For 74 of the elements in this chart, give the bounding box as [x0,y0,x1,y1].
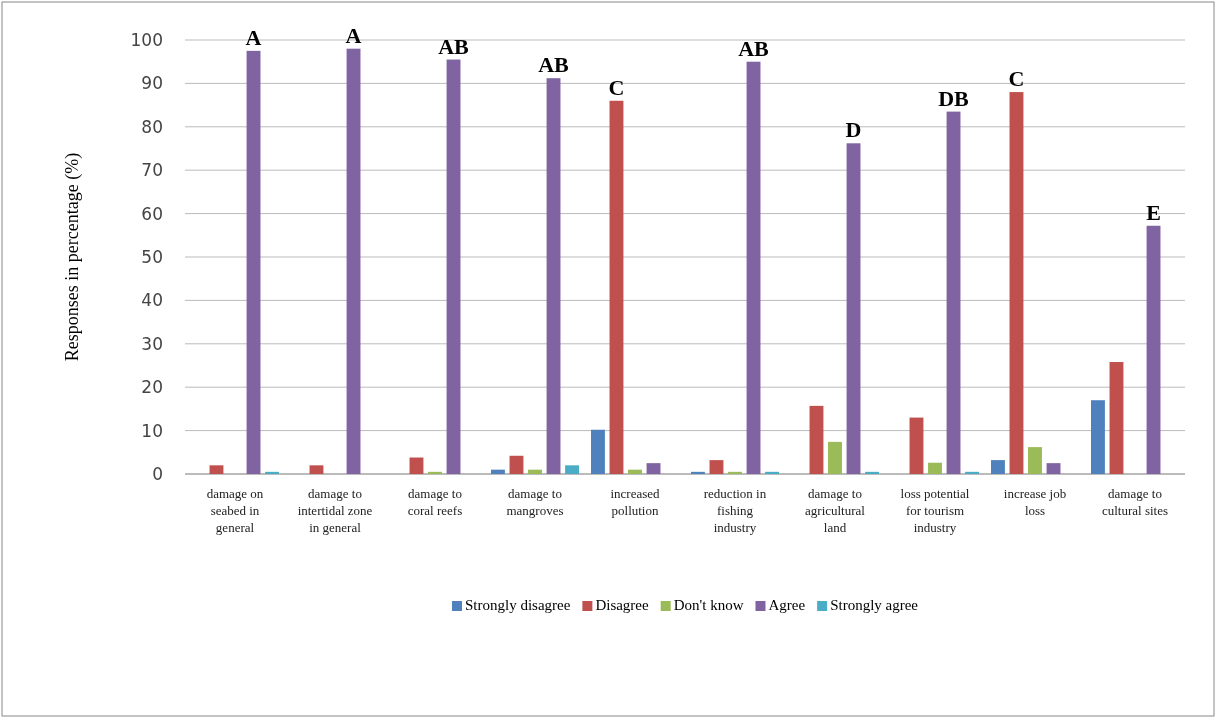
annotation: A [345,22,362,48]
x-tick-label: reduction in fishing industry [703,486,767,535]
bar [865,471,879,474]
x-tick-label: damage to mangroves [506,486,564,518]
legend-label: Strongly disagree [464,597,571,613]
bar [809,405,824,474]
y-tick-label: 100 [130,29,163,50]
x-tick-label: damage to agricultural land [805,486,866,535]
bar [691,471,705,474]
y-tick-label: 20 [141,377,163,398]
y-tick-label: 60 [141,203,163,224]
bar [646,463,661,474]
bar [565,465,579,474]
bar [1109,362,1124,474]
annotation: DB [938,85,970,111]
legend-label: Agree [768,597,806,613]
bar [965,471,979,474]
annotation: C [1008,66,1025,92]
bar [491,469,505,474]
annotation: E [1146,199,1161,225]
annotation: AB [438,33,470,59]
annotation: AB [538,52,570,78]
y-tick-label: 40 [141,290,163,311]
y-tick-label: 30 [141,333,163,354]
bar [509,455,524,474]
bar [846,143,861,474]
y-tick-label: 80 [141,116,163,137]
bar [1091,400,1105,474]
bar [991,460,1005,474]
bar [309,465,324,474]
bar [1028,447,1042,474]
bar [265,471,279,474]
legend-label: Disagree [595,597,650,613]
x-tick-label: damage to intertidal zone in general [297,486,373,535]
bar [528,469,542,474]
annotation: C [608,74,625,100]
y-tick-label: 0 [152,463,163,484]
x-tick-label: increase job loss [1003,486,1067,518]
y-axis-title: Responses in percentage (%) [62,152,83,362]
bar [1046,463,1061,474]
bar [1146,225,1161,474]
bar [346,48,361,474]
bar [246,50,261,474]
bar [765,471,779,474]
x-tick-label: increased pollution [610,486,661,518]
y-tick-label: 70 [141,160,163,181]
annotation: A [245,24,262,50]
x-tick-label: loss potential for tourism industry [900,486,970,535]
legend-label: Strongly agree [830,597,919,613]
bar [709,460,724,474]
bar [428,471,442,474]
bar [446,59,461,474]
bar [409,457,424,474]
x-tick-label: damage to cultural sites [1101,486,1169,518]
bar [591,429,605,474]
bar [946,111,961,474]
bar [909,417,924,474]
bar [209,465,224,474]
bar [746,61,761,474]
bar [609,100,624,474]
bar [1009,92,1024,474]
annotation: AB [738,35,770,61]
y-tick-label: 50 [141,246,163,267]
x-tick-label: damage on seabed in general [206,486,264,535]
x-tick-label: damage to coral reefs [407,486,463,518]
bar [628,469,642,474]
bar [928,462,942,474]
legend-label: Don't know [673,597,744,613]
bar [546,78,561,474]
y-tick-label: 90 [141,73,163,94]
bar [728,471,742,474]
annotation: D [845,117,862,143]
bar [828,441,842,474]
y-tick-label: 10 [141,420,163,441]
